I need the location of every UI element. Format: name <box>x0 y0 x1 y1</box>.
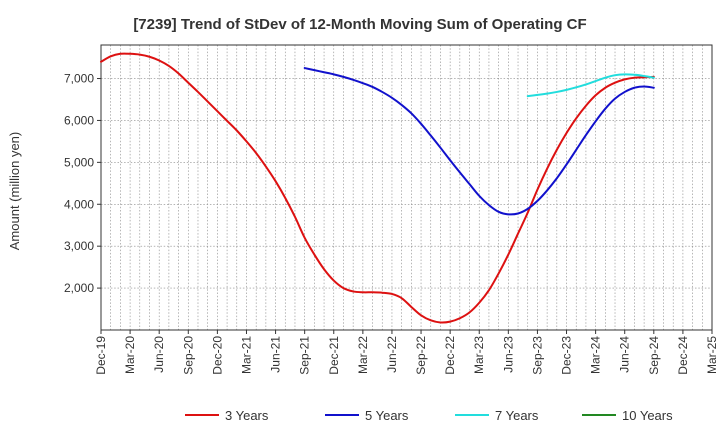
x-tick-label: Mar-25 <box>705 336 719 374</box>
x-tick-label: Sep-22 <box>414 336 428 375</box>
x-tick-label: Sep-20 <box>181 336 195 375</box>
x-tick-label: Dec-24 <box>676 336 690 375</box>
x-tick-label: Dec-21 <box>327 336 341 375</box>
x-tick-label: Jun-20 <box>152 336 166 373</box>
y-axis-label: Amount (million yen) <box>7 132 22 251</box>
x-tick-label: Sep-23 <box>530 336 544 375</box>
x-tick-label: Dec-22 <box>443 336 457 375</box>
x-tick-label: Dec-20 <box>210 336 224 375</box>
series-line-2 <box>303 67 655 216</box>
x-tick-label: Dec-23 <box>560 336 574 375</box>
legend-label: 7 Years <box>495 408 539 423</box>
y-tick-label: 5,000 <box>64 155 94 169</box>
y-tick-label: 4,000 <box>64 197 94 211</box>
x-tick-label: Jun-22 <box>385 336 399 373</box>
plot-border <box>100 44 713 331</box>
x-tick-label: Jun-24 <box>618 336 632 373</box>
legend-label: 10 Years <box>622 408 673 423</box>
x-tick-label: Sep-24 <box>647 336 661 375</box>
series-line-3 <box>526 73 655 98</box>
x-tick-label: Mar-22 <box>356 336 370 374</box>
y-tick-label: 6,000 <box>64 113 94 127</box>
x-tick-label: Jun-21 <box>269 336 283 373</box>
x-tick-label: Mar-24 <box>589 336 603 374</box>
legend-label: 5 Years <box>365 408 409 423</box>
chart-title: [7239] Trend of StDev of 12-Month Moving… <box>133 16 586 33</box>
y-tick-label: 7,000 <box>64 72 94 86</box>
x-tick-label: Dec-19 <box>94 336 108 375</box>
legend-label: 3 Years <box>225 408 269 423</box>
series-line-1 <box>100 52 655 324</box>
x-tick-label: Sep-21 <box>298 336 312 375</box>
x-tick-label: Mar-20 <box>123 336 137 374</box>
y-tick-label: 2,000 <box>64 281 94 295</box>
plot-area: 2,000 3,000 4,000 5,000 6,000 7,000 Dec-19 Mar-… <box>64 44 719 375</box>
x-tick-label: Mar-23 <box>472 336 486 374</box>
y-tick-label: 3,000 <box>64 239 94 253</box>
plot-background <box>101 45 712 330</box>
x-tick-label: Jun-23 <box>501 336 515 373</box>
x-tick-label: Mar-21 <box>239 336 253 374</box>
legend: 3 Years 5 Years 7 Years 10 Years <box>185 408 673 423</box>
